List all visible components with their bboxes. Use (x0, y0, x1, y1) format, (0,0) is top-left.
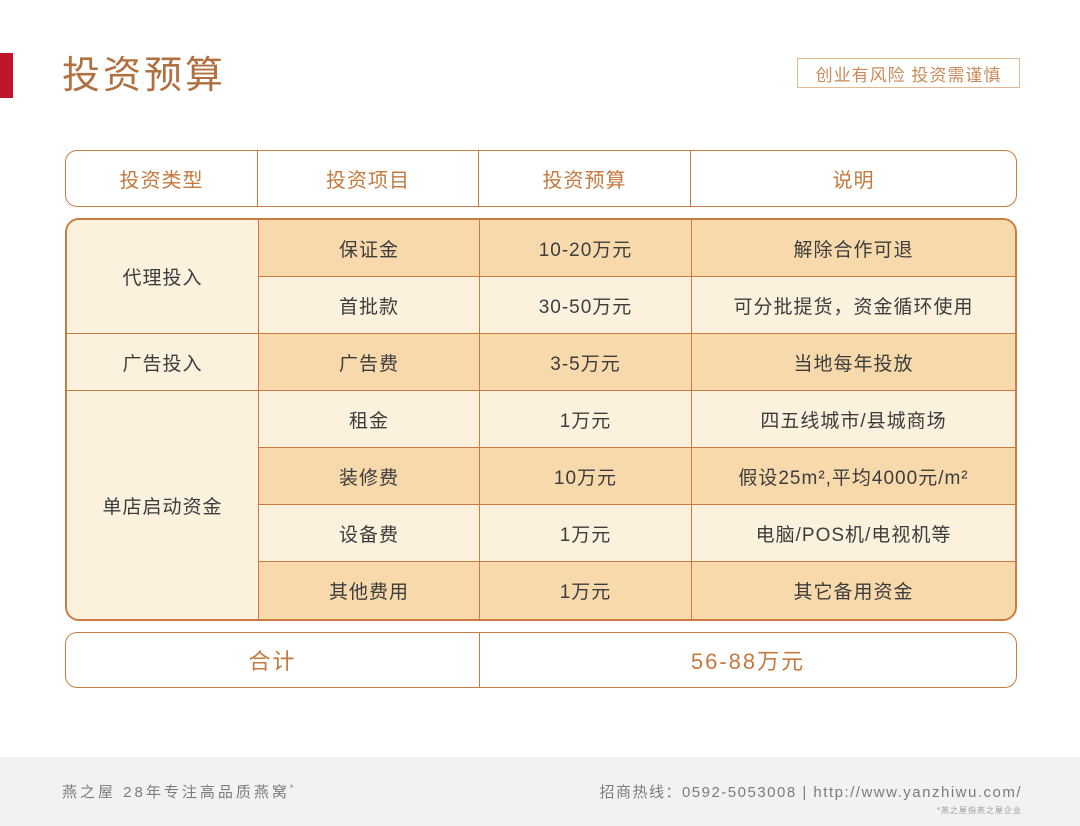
brand-slogan: 燕之屋 28年专注高品质燕窝* (62, 781, 293, 802)
type-cell-storefund: 单店启动资金 (67, 391, 259, 619)
note-cell: 假设25m²,平均4000元/m² (692, 448, 1015, 505)
budget-cell: 1万元 (480, 505, 692, 562)
col-header-note: 说明 (832, 170, 875, 192)
title-accent-bar (0, 53, 13, 98)
note-cell: 当地每年投放 (692, 334, 1015, 391)
hotline-and-url: 招商热线：0592-5053008 | http://www.yanzhiwu.… (599, 784, 1022, 801)
item-cell: 广告费 (259, 334, 480, 391)
item-cell: 装修费 (259, 448, 480, 505)
footnote: *燕之屋指燕之屋企业 (936, 806, 1022, 815)
item-cell: 其他费用 (259, 562, 480, 619)
type-cell-ads: 广告投入 (67, 334, 259, 391)
item-cell: 租金 (259, 391, 480, 448)
col-header-type: 投资类型 (66, 151, 258, 206)
type-cell-agency: 代理投入 (67, 220, 259, 334)
budget-cell: 10万元 (480, 448, 692, 505)
brand-footnote-mark: * (289, 783, 294, 793)
footer-band: 燕之屋 28年专注高品质燕窝* 招商热线：0592-5053008 | http… (0, 757, 1080, 826)
risk-disclaimer-badge: 创业有风险 投资需谨慎 (797, 58, 1020, 88)
note-cell: 解除合作可退 (692, 220, 1015, 277)
page-title: 投资预算 (62, 55, 227, 97)
note-cell: 电脑/POS机/电视机等 (692, 505, 1015, 562)
budget-cell: 1万元 (480, 562, 692, 619)
total-label: 合计 (66, 633, 480, 687)
brand-slogan-text: 燕之屋 28年专注高品质燕窝 (62, 784, 290, 801)
budget-cell: 30-50万元 (480, 277, 692, 334)
note-cell: 四五线城市/县城商场 (692, 391, 1015, 448)
budget-cell: 1万元 (480, 391, 692, 448)
table-body: 代理投入 广告投入 单店启动资金 保证金 10-20万元 解除合作可退 首批款 … (65, 218, 1017, 621)
col-header-item: 投资项目 (258, 151, 479, 206)
item-cell: 设备费 (259, 505, 480, 562)
table-total-row: 合计 56-88万元 (65, 632, 1017, 688)
budget-cell: 10-20万元 (480, 220, 692, 277)
col-header-budget: 投资预算 (479, 151, 691, 206)
item-cell: 保证金 (259, 220, 480, 277)
note-cell: 可分批提货，资金循环使用 (692, 277, 1015, 334)
table-header-row: 投资类型 投资项目 投资预算 说明 (65, 150, 1017, 207)
total-value: 56-88万元 (690, 649, 806, 674)
note-cell: 其它备用资金 (692, 562, 1015, 619)
item-cell: 首批款 (259, 277, 480, 334)
budget-cell: 3-5万元 (480, 334, 692, 391)
